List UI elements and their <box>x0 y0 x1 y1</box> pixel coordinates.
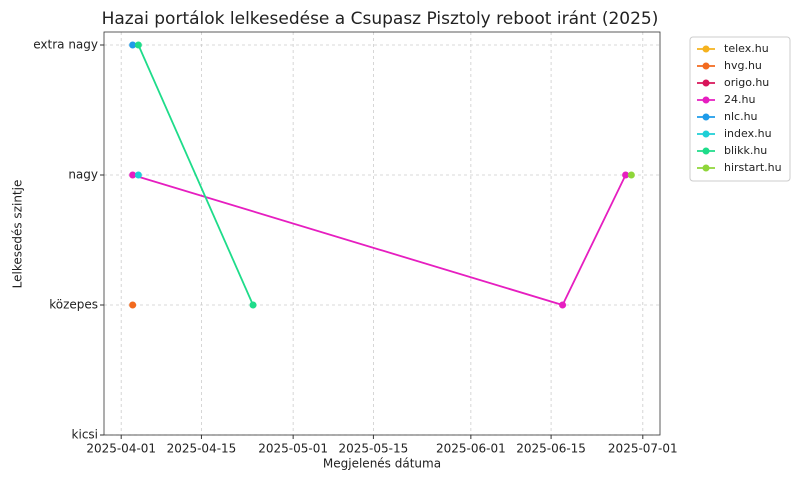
point <box>627 171 635 179</box>
legend-label: hvg.hu <box>724 59 762 72</box>
legend-marker <box>702 147 710 155</box>
point <box>129 41 137 49</box>
plot-frame <box>103 31 661 436</box>
x-tick-label: 2025-06-01 <box>436 442 506 456</box>
point <box>622 171 630 179</box>
series-line <box>137 44 254 306</box>
legend-label: origo.hu <box>724 76 769 89</box>
legend-label: blikk.hu <box>724 144 767 157</box>
x-tick-label: 2025-04-15 <box>167 442 237 456</box>
x-axis-title: Megjelenés dátuma <box>323 457 441 471</box>
legend-label: nlc.hu <box>724 110 758 123</box>
x-tick-label: 2025-06-15 <box>516 442 586 456</box>
legend-marker <box>702 79 710 87</box>
y-tick-label: közepes <box>49 298 98 312</box>
legend-marker <box>702 130 710 138</box>
legend-marker <box>702 113 710 121</box>
legend-marker <box>702 164 710 172</box>
y-tick-label: nagy <box>68 168 98 182</box>
point <box>129 171 137 179</box>
x-tick-label: 2025-04-01 <box>86 442 156 456</box>
legend-marker <box>702 96 710 104</box>
legend-label: telex.hu <box>724 42 769 55</box>
point <box>134 41 142 49</box>
point <box>129 301 137 309</box>
legend-marker <box>702 45 710 53</box>
x-tick-label: 2025-05-15 <box>339 442 409 456</box>
y-axis-title: Lelkesedés szintje <box>11 180 25 289</box>
chart-title: Hazai portálok lelkesedése a Csupasz Pis… <box>102 9 659 29</box>
point <box>559 301 567 309</box>
legend-label: index.hu <box>724 127 772 140</box>
legend-marker <box>702 62 710 70</box>
point <box>249 301 257 309</box>
y-tick-label: extra nagy <box>33 38 98 52</box>
y-tick-label: kicsi <box>72 428 98 442</box>
x-tick-label: 2025-05-01 <box>258 442 328 456</box>
legend-label: hirstart.hu <box>724 161 782 174</box>
x-tick-label: 2025-07-01 <box>608 442 678 456</box>
point <box>134 171 142 179</box>
legend-label: 24.hu <box>724 93 755 106</box>
legend-box <box>689 36 791 182</box>
